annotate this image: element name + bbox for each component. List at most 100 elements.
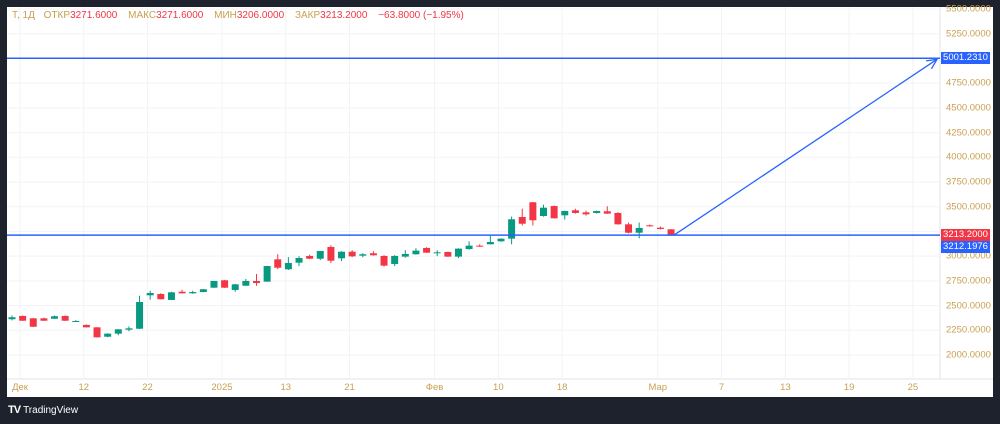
candle-up bbox=[454, 248, 462, 257]
time-tick-label: 12 bbox=[78, 382, 90, 393]
price-tick-label: 4250.0000 bbox=[946, 127, 991, 139]
change-value: −63.8000 (−1.95%) bbox=[378, 10, 464, 21]
candle-down bbox=[646, 225, 654, 227]
candle-down bbox=[380, 255, 388, 266]
candle-down bbox=[423, 247, 431, 253]
candle-up bbox=[114, 329, 122, 334]
candle-up bbox=[401, 253, 409, 257]
candle-down bbox=[476, 245, 484, 247]
price-tick-label: 5500.0000 bbox=[946, 3, 991, 15]
time-tick-label: Фев bbox=[425, 382, 444, 393]
candle-down bbox=[444, 251, 452, 257]
candle-down bbox=[29, 318, 37, 327]
chart-panel[interactable] bbox=[7, 7, 993, 397]
candle-up bbox=[561, 210, 569, 216]
candle-down bbox=[369, 253, 377, 256]
candle-up bbox=[412, 250, 420, 255]
low-value: 3206.0000 bbox=[236, 10, 285, 21]
last-price-tag: 3213.2000 bbox=[941, 229, 990, 242]
ohlc-legend: Т, 1Д ОТКР3271.6000 МАКС3271.6000 МИН320… bbox=[12, 10, 472, 21]
hline-price-tag: 3212.1976 bbox=[941, 241, 990, 254]
candle-up bbox=[231, 284, 239, 290]
candle-up bbox=[72, 321, 80, 323]
price-tick-label: 3500.0000 bbox=[946, 201, 991, 213]
high-label: МАКС bbox=[128, 10, 157, 21]
price-tick-label: 3000.0000 bbox=[946, 250, 991, 262]
price-tick-label: 2750.0000 bbox=[946, 275, 991, 287]
candle-up bbox=[295, 258, 303, 263]
target-price-tag: 5001.2310 bbox=[941, 52, 990, 65]
time-tick-label: 7 bbox=[718, 382, 725, 393]
close-label: ЗАКР bbox=[294, 10, 321, 21]
candle-up bbox=[486, 242, 494, 245]
candle-down bbox=[327, 246, 335, 261]
price-tick-label: 2000.0000 bbox=[946, 349, 991, 361]
high-value: 3271.6000 bbox=[156, 10, 204, 21]
candle-up bbox=[199, 289, 207, 293]
symbol-interval[interactable]: Т, 1Д bbox=[12, 10, 35, 21]
candle-up bbox=[210, 280, 218, 288]
time-tick-label: Дек bbox=[12, 382, 28, 393]
candle-down bbox=[529, 202, 537, 221]
price-tick-label: 4750.0000 bbox=[946, 77, 991, 89]
candle-down bbox=[306, 255, 314, 259]
candle-up bbox=[189, 292, 197, 294]
candle-up bbox=[593, 210, 601, 213]
price-tick-label: 2250.0000 bbox=[946, 324, 991, 336]
candle-down bbox=[518, 217, 526, 224]
candle-down bbox=[550, 206, 558, 219]
candle-up bbox=[465, 245, 473, 250]
low-label: МИН bbox=[214, 10, 237, 21]
candle-down bbox=[656, 227, 664, 229]
candle-up bbox=[263, 266, 271, 282]
candle-up bbox=[508, 219, 516, 239]
candle-up bbox=[540, 207, 547, 217]
candle-down bbox=[93, 327, 101, 338]
open-label: ОТКР bbox=[43, 10, 71, 21]
candle-up bbox=[104, 333, 112, 337]
candle-up bbox=[125, 328, 133, 330]
candle-down bbox=[625, 224, 633, 233]
candle-up bbox=[359, 254, 367, 256]
time-tick-label: 10 bbox=[493, 382, 504, 393]
candle-up bbox=[433, 252, 441, 254]
candle-down bbox=[667, 229, 675, 236]
price-tick-label: 3750.0000 bbox=[946, 176, 991, 188]
candle-up bbox=[8, 317, 16, 320]
price-tick-label: 5250.0000 bbox=[946, 28, 991, 40]
price-tick-label: 4000.0000 bbox=[946, 151, 991, 163]
close-value: 3213.2000 bbox=[320, 10, 368, 21]
brand-name: TradingView bbox=[23, 404, 79, 416]
candle-down bbox=[571, 210, 579, 213]
candle-down bbox=[61, 315, 69, 321]
candle-up bbox=[316, 251, 324, 259]
time-tick-label: 18 bbox=[556, 382, 568, 393]
tradingview-logo-icon: TV bbox=[8, 404, 21, 416]
arrowhead-icon bbox=[926, 58, 939, 70]
candle-down bbox=[178, 291, 186, 294]
time-tick-label: 13 bbox=[780, 382, 791, 393]
time-tick-label: 22 bbox=[142, 382, 153, 393]
candle-down bbox=[603, 211, 611, 214]
candle-up bbox=[167, 292, 175, 300]
candle-down bbox=[82, 324, 90, 328]
time-tick-label: 13 bbox=[280, 382, 292, 393]
candle-up bbox=[242, 280, 250, 286]
candle-down bbox=[157, 294, 165, 300]
candle-down bbox=[582, 212, 590, 215]
time-tick-label: 19 bbox=[843, 382, 855, 393]
candle-down bbox=[614, 212, 622, 225]
candle-up bbox=[136, 302, 144, 329]
candle-up bbox=[391, 255, 399, 264]
time-tick-label: 21 bbox=[344, 382, 355, 393]
time-tick-label: 25 bbox=[907, 382, 919, 393]
candle-up bbox=[635, 227, 643, 233]
candle-up bbox=[146, 293, 154, 296]
price-tick-label: 4500.0000 bbox=[946, 102, 991, 114]
tradingview-branding[interactable]: TV TradingView bbox=[8, 404, 78, 416]
trend-arrow-line bbox=[673, 58, 938, 236]
time-tick-label: Мар bbox=[648, 382, 668, 393]
candle-down bbox=[274, 259, 282, 268]
candle-down bbox=[252, 280, 260, 284]
